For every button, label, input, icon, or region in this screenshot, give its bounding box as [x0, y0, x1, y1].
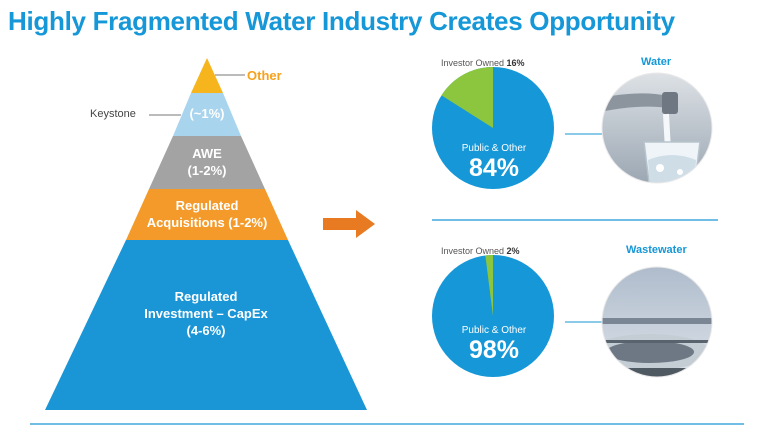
tier-line: Regulated [174, 289, 238, 304]
wastewater-public-label: Public & Other 98% [444, 325, 544, 364]
page-title: Highly Fragmented Water Industry Creates… [8, 6, 675, 36]
investor-owned-slice [485, 255, 493, 316]
pyramid-tier-acquisitions [126, 189, 288, 240]
water-public-label: Public & Other 84% [444, 143, 544, 182]
tier-line: AWE [192, 146, 222, 161]
wastewater-pie-chart [432, 255, 554, 377]
pyramid-other-label: Other [247, 68, 282, 83]
tier-line: Acquisitions (1-2%) [146, 215, 268, 230]
wastewater-plant-photo [602, 267, 712, 377]
water-investor-label: Investor Owned 16% [441, 58, 525, 68]
wastewater-investor-label: Investor Owned 2% [441, 246, 520, 256]
public-other-pct: 84% [468, 154, 520, 182]
pyramid-keystone-label: Keystone [90, 108, 136, 120]
investor-owned-text: Investor Owned [441, 58, 505, 68]
investor-owned-pct: 16% [506, 58, 525, 68]
wastewater-category-label: Wastewater [626, 244, 687, 256]
investor-owned-pct: 2% [506, 246, 520, 256]
tier-line: Investment – CapEx [144, 306, 268, 321]
public-other-pct: 98% [468, 336, 520, 364]
pyramid-tier-capex-text: Regulated Investment – CapEx (4-6%) [106, 288, 306, 339]
tier-line: (~1%) [189, 106, 225, 121]
water-pie-chart [432, 67, 554, 189]
water-category-label: Water [641, 56, 672, 68]
investor-owned-text: Investor Owned [441, 246, 505, 256]
tier-line: (4-6%) [186, 323, 226, 338]
wastewater-photo-frame [601, 266, 713, 378]
arrow-right-icon [323, 210, 375, 238]
water-photo-frame [601, 72, 713, 184]
pyramid-tier-keystone-text: (~1%) [177, 105, 237, 122]
pyramid-tier-acquisitions-text: Regulated Acquisitions (1-2%) [127, 197, 287, 231]
public-other-text: Public & Other [461, 325, 527, 336]
pyramid-tier-awe [149, 136, 265, 189]
pyramid-tier-awe-text: AWE (1-2%) [150, 145, 264, 179]
public-other-text: Public & Other [461, 143, 527, 154]
water-faucet-photo [602, 73, 712, 183]
pyramid-tier-keystone [173, 93, 241, 136]
pyramid-apex-other [191, 58, 223, 93]
investor-owned-slice [441, 67, 493, 128]
tier-line: Regulated [175, 198, 239, 213]
pyramid-tier-capex [45, 240, 367, 410]
tier-line: (1-2%) [187, 163, 227, 178]
